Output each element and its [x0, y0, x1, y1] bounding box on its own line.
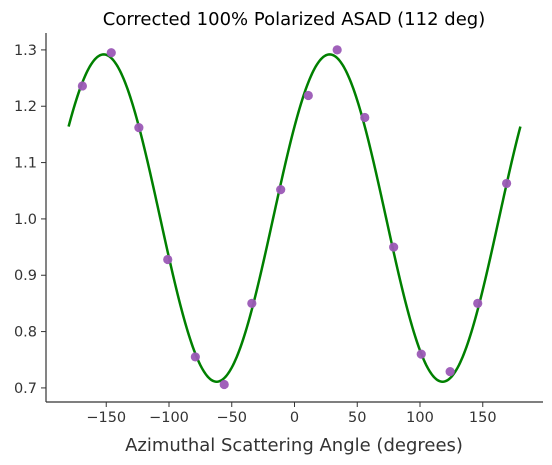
y-tick-label: 0.8 [14, 325, 37, 341]
y-tick-label: 1.0 [14, 212, 37, 228]
x-tick-label: −150 [86, 410, 126, 426]
data-point [416, 349, 426, 359]
y-tick-label: 0.9 [14, 268, 37, 284]
data-point [247, 298, 257, 309]
data-point [219, 379, 229, 390]
data-points [77, 45, 512, 390]
fit-curve-layer [67, 53, 522, 383]
x-tick-label: 0 [290, 410, 299, 426]
y-tick-label: 1.1 [14, 156, 37, 172]
data-point [502, 178, 512, 189]
data-point [134, 123, 144, 133]
data-point [360, 112, 370, 123]
data-point [77, 81, 87, 91]
axes: −150 −100 −50 0 50 100 150 0.7 0.8 0.9 1.0 1.1 1.2 1.… [14, 33, 543, 426]
data-point [445, 366, 455, 377]
x-tick-label: −50 [216, 410, 247, 426]
x-tick-label: −100 [149, 410, 189, 426]
data-point [163, 254, 173, 265]
y-tick-label: 1.2 [14, 99, 37, 115]
data-point [389, 242, 399, 252]
x-tick-label: 50 [348, 410, 366, 426]
data-point [473, 298, 483, 309]
y-tick-label: 1.3 [14, 43, 37, 59]
data-point [276, 185, 286, 195]
x-tick-label: 100 [406, 410, 434, 426]
data-point [332, 45, 342, 55]
chart-title: Corrected 100% Polarized ASAD (112 deg) [103, 9, 485, 30]
data-point [106, 48, 116, 58]
data-point [303, 90, 313, 101]
fit-curve [67, 53, 522, 383]
x-tick-label: 150 [469, 410, 497, 426]
y-tick-label: 0.7 [14, 381, 37, 397]
data-point [190, 352, 200, 362]
x-axis-label: Azimuthal Scattering Angle (degrees) [125, 435, 463, 456]
